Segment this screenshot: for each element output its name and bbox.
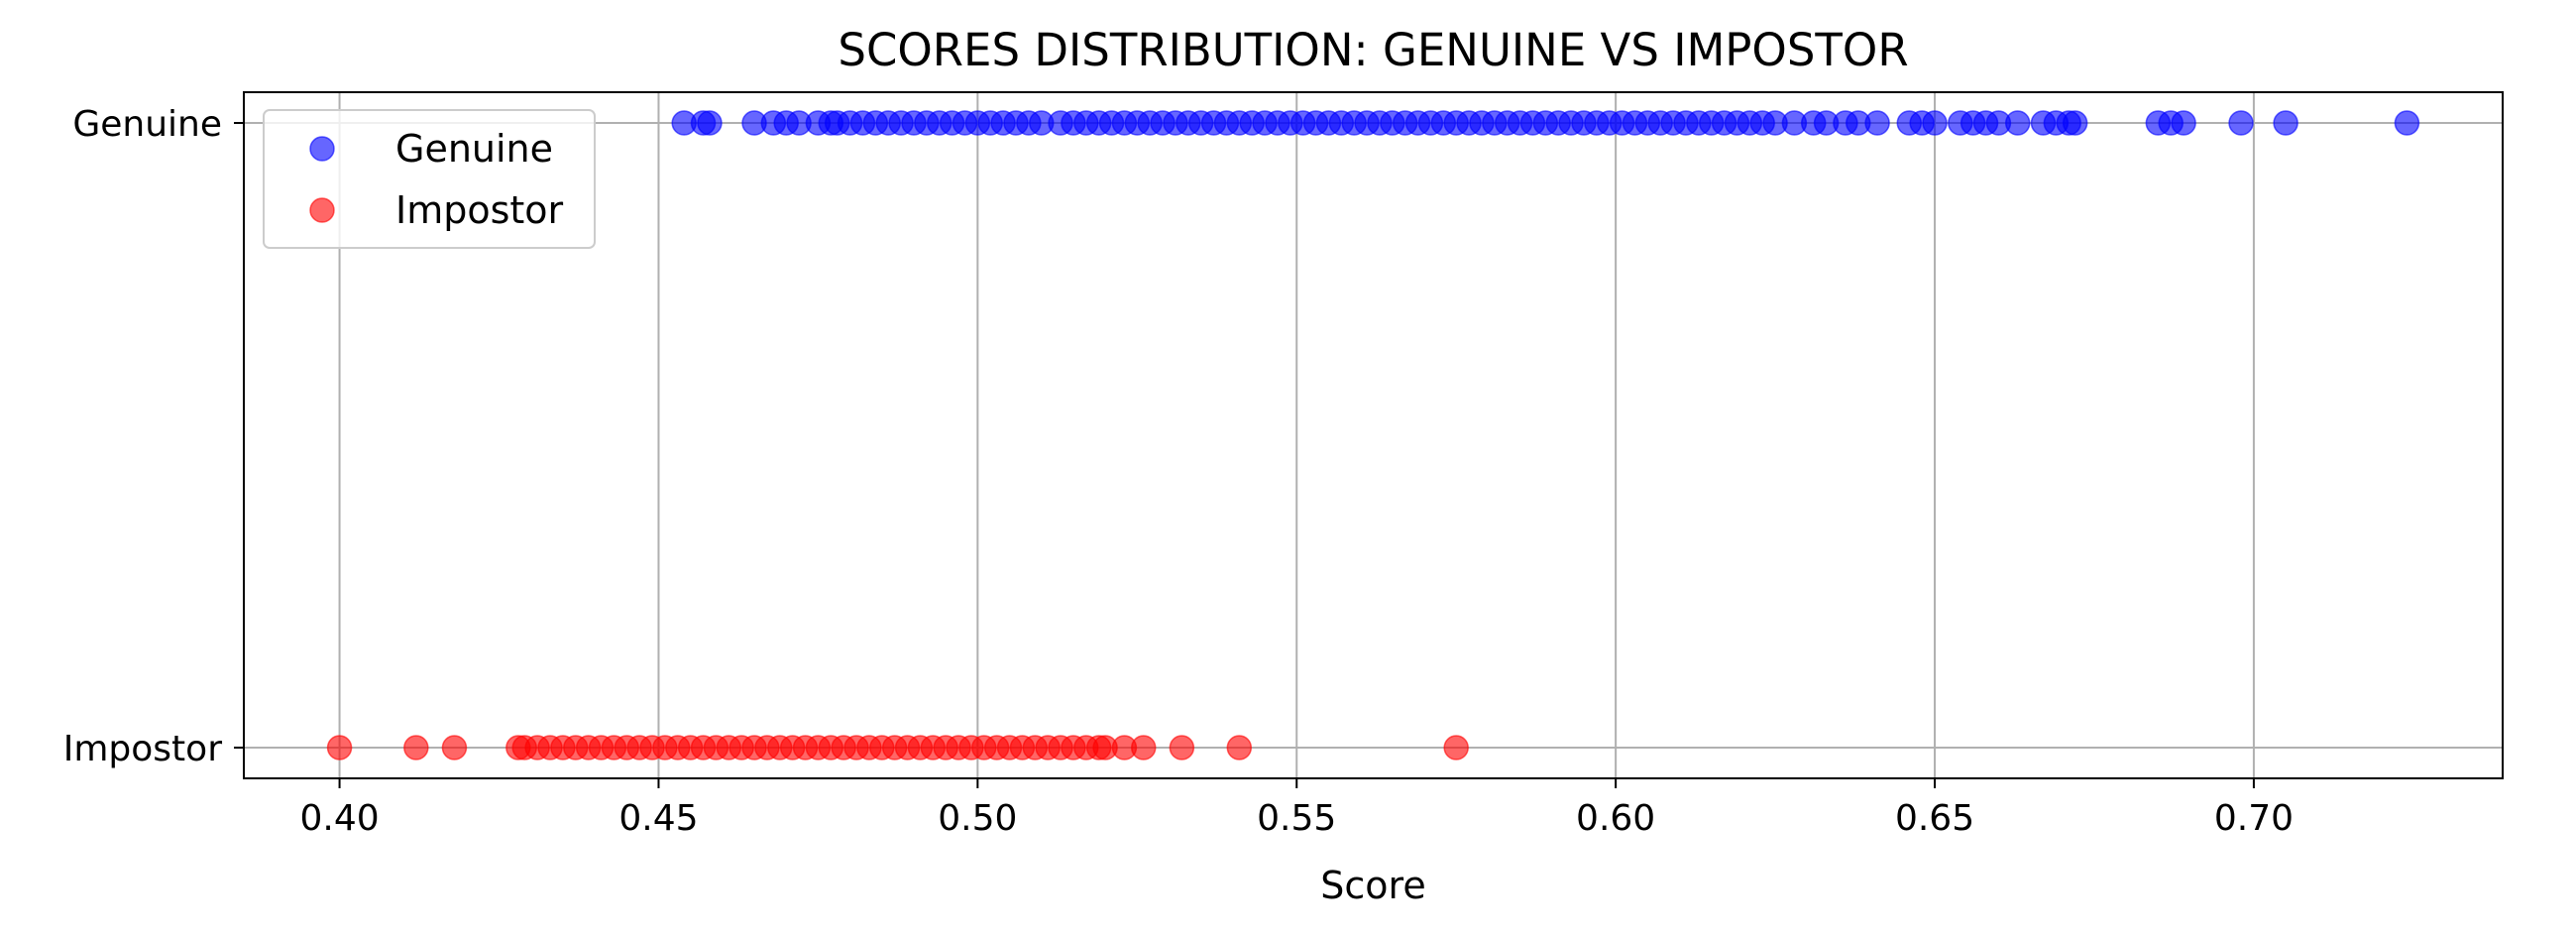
x-axis-title: Score <box>1320 864 1425 907</box>
x-tick-label: 0.60 <box>1576 798 1655 839</box>
legend: Genuine Impostor <box>263 109 596 249</box>
x-tick-label: 0.70 <box>2214 798 2294 839</box>
impostor-point <box>441 735 468 761</box>
x-tick-label: 0.50 <box>938 798 1017 839</box>
impostor-point <box>1443 735 1469 761</box>
impostor-point <box>326 735 353 761</box>
impostor-point <box>1226 735 1253 761</box>
legend-marker <box>309 197 335 223</box>
x-tick-label: 0.45 <box>618 798 698 839</box>
y-tick-label: Genuine <box>72 104 222 145</box>
y-tick-label: Impostor <box>63 729 222 769</box>
genuine-point <box>2394 110 2420 136</box>
chart-title: SCORES DISTRIBUTION: GENUINE VS IMPOSTOR <box>838 24 1908 76</box>
legend-label: Impostor <box>395 188 564 232</box>
legend-label: Genuine <box>395 127 553 171</box>
genuine-point <box>697 110 723 136</box>
x-axis-ticks: 0.40 0.45 0.50 0.55 0.60 0.65 0.70 <box>299 778 2294 839</box>
genuine-point <box>1864 110 1890 136</box>
legend-marker <box>309 136 335 162</box>
x-tick-label: 0.65 <box>1895 798 1974 839</box>
impostor-point <box>403 735 429 761</box>
x-tick-label: 0.40 <box>299 798 379 839</box>
genuine-point <box>1922 110 1948 136</box>
impostor-point <box>1130 735 1157 761</box>
genuine-point <box>2062 110 2088 136</box>
genuine-point <box>2273 110 2298 136</box>
data-points <box>326 110 2420 761</box>
y-axis-ticks: Impostor Genuine <box>63 104 244 769</box>
plot-frame <box>243 91 2504 779</box>
impostor-point <box>1169 735 1195 761</box>
legend-box <box>263 109 596 249</box>
genuine-point <box>2004 110 2031 136</box>
x-tick-label: 0.55 <box>1257 798 1336 839</box>
genuine-point <box>2228 110 2254 136</box>
genuine-point <box>2171 110 2196 136</box>
